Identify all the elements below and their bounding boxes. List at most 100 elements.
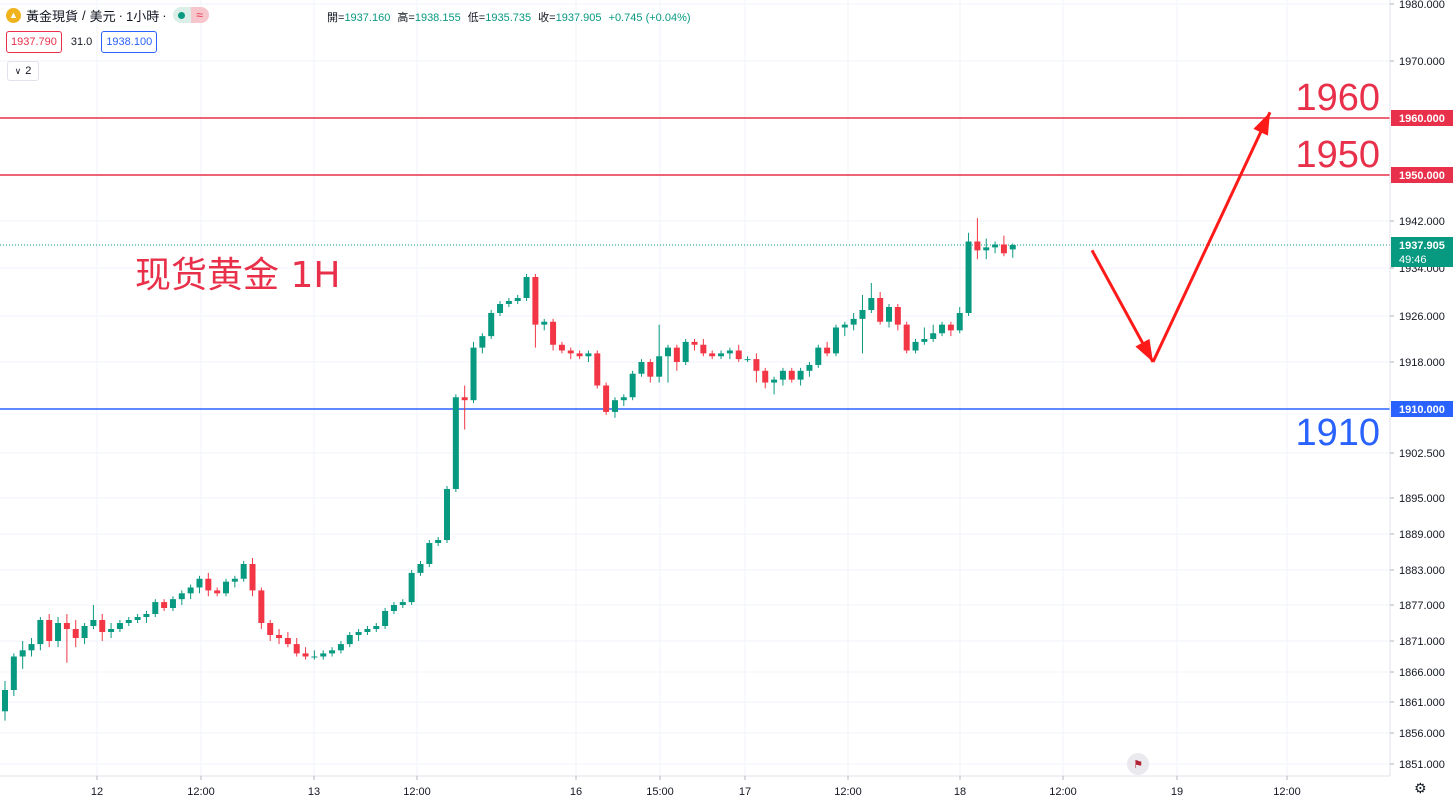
candle-48 xyxy=(426,540,433,567)
close-label: 收= xyxy=(538,12,556,24)
candle-body xyxy=(337,644,344,651)
candle-67 xyxy=(594,350,601,389)
candle-body xyxy=(726,350,733,354)
candle-body xyxy=(806,364,813,371)
candle-28 xyxy=(249,558,256,597)
candle-body xyxy=(346,635,353,645)
candle-53 xyxy=(470,341,477,404)
candle-69 xyxy=(611,397,618,418)
candle-body xyxy=(417,564,424,573)
candle-body xyxy=(744,359,751,361)
last-price-badge xyxy=(1391,237,1453,267)
y-tick-label-1: 1970.000 xyxy=(1399,56,1445,68)
candle-body xyxy=(921,339,928,342)
market-status-pill[interactable]: ≈ xyxy=(172,7,209,23)
candle-101 xyxy=(894,304,901,331)
candle-56 xyxy=(497,301,504,316)
price-axis[interactable]: 1980.0001970.0001942.0001934.0001926.000… xyxy=(1389,0,1455,804)
x-tick-label-11: 12:00 xyxy=(1273,786,1301,798)
quote-panel[interactable]: 1937.790 31.0 1938.100 xyxy=(6,31,158,53)
countdown-label: 49:46 xyxy=(1399,254,1427,266)
candle-50 xyxy=(444,486,450,543)
candle-30 xyxy=(267,620,274,641)
candle-54 xyxy=(479,333,486,354)
candle-98 xyxy=(868,283,875,313)
candle-body xyxy=(682,341,689,362)
candle-17 xyxy=(152,599,159,617)
candle-103 xyxy=(912,339,919,354)
candle-40 xyxy=(355,629,362,641)
gear-icon[interactable]: ⚙ xyxy=(1414,780,1427,796)
forecast-up-arrow-head xyxy=(1253,112,1270,136)
candle-76 xyxy=(673,344,680,371)
time-axis[interactable]: 12 12:00 13 12:00 16 15:00 17 12:00 18 12:00 19 12:… xyxy=(0,775,1390,798)
candle-80 xyxy=(709,350,716,360)
level-big-label-1910: 1910 xyxy=(1295,412,1380,454)
candle-88 xyxy=(779,367,786,386)
candle-body xyxy=(567,350,574,354)
candle-body xyxy=(594,353,601,386)
candle-23 xyxy=(205,572,212,597)
candle-24 xyxy=(214,587,221,597)
candle-112 xyxy=(992,241,999,254)
y-tick-label-13: 1861.000 xyxy=(1399,697,1445,709)
x-tick-label-7: 12:00 xyxy=(834,786,862,798)
candle-83 xyxy=(735,344,742,362)
candle-body xyxy=(956,313,963,331)
open-value: 1937.160 xyxy=(344,12,391,24)
candle-body xyxy=(903,324,910,351)
candle-111 xyxy=(983,238,990,260)
forecast-arrow xyxy=(1090,111,1272,363)
x-tick-label-0: 12 xyxy=(91,786,103,798)
candle-13 xyxy=(116,620,123,632)
candle-body xyxy=(797,370,804,380)
candle-8 xyxy=(72,620,79,648)
x-tick-label-3: 12:00 xyxy=(403,786,431,798)
candle-37 xyxy=(329,647,336,657)
symbol-name[interactable]: 黃金現貨 xyxy=(26,8,79,24)
low-value: 1935.735 xyxy=(485,12,532,24)
candle-body xyxy=(1009,245,1016,250)
candle-body xyxy=(461,397,468,401)
low-label: 低= xyxy=(467,12,486,24)
candle-42 xyxy=(373,623,380,632)
chart-annotation-text: 现货黄金 1H xyxy=(135,255,340,296)
candle-body xyxy=(390,605,397,611)
candle-114 xyxy=(1009,243,1016,258)
high-label: 高= xyxy=(397,12,415,24)
buy-button[interactable]: 1938.100 xyxy=(101,31,158,53)
candle-body xyxy=(178,593,185,600)
x-tick-label-5: 15:00 xyxy=(646,786,674,798)
candle-70 xyxy=(620,394,627,407)
close-value: 1937.905 xyxy=(555,12,602,24)
candle-body xyxy=(223,581,229,594)
symbol-interval[interactable]: 1小時 xyxy=(126,8,160,24)
candle-79 xyxy=(700,339,707,357)
candle-body xyxy=(585,353,592,357)
candle-body xyxy=(143,614,150,617)
candle-38 xyxy=(337,641,344,654)
candle-77 xyxy=(682,339,689,365)
sell-button[interactable]: 1937.790 xyxy=(6,31,62,53)
candle-49 xyxy=(435,537,442,546)
candle-3 xyxy=(28,638,35,657)
candle-body xyxy=(824,347,831,354)
candle-body xyxy=(99,620,106,632)
candle-body xyxy=(939,324,946,334)
candle-body xyxy=(505,301,512,304)
grid-lines xyxy=(0,0,1390,776)
candle-39 xyxy=(346,632,353,648)
forecast-up-arrow-shaft xyxy=(1151,111,1272,363)
candle-body xyxy=(753,359,760,371)
candle-body xyxy=(19,650,26,657)
y-tick-label-7: 1895.000 xyxy=(1399,493,1445,505)
candle-25 xyxy=(223,578,229,597)
us-flag-event-icon[interactable]: ⚑ xyxy=(1127,753,1149,775)
candle-60 xyxy=(532,274,539,348)
indicators-toggle-button[interactable]: ∨ 2 xyxy=(7,61,39,81)
symbol-header[interactable]: ▲ 黃金現貨 / 美元 · 1小時 · ≈ xyxy=(6,5,209,25)
candle-body xyxy=(329,650,336,654)
level-axis-label-1910: 1910.000 xyxy=(1399,404,1445,416)
candle-78 xyxy=(691,339,698,351)
